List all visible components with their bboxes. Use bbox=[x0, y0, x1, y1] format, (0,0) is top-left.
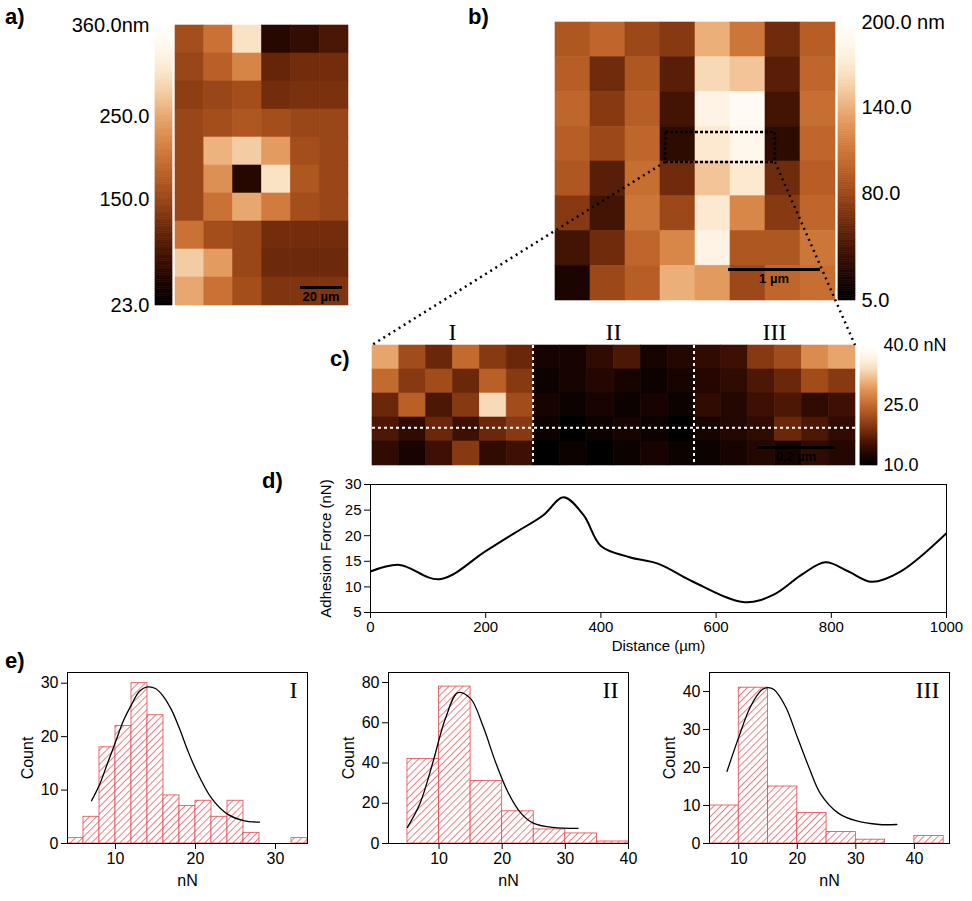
svg-text:20: 20 bbox=[41, 728, 59, 745]
svg-text:25.0: 25.0 bbox=[884, 395, 919, 415]
svg-text:5.0: 5.0 bbox=[862, 289, 890, 311]
svg-text:23.0: 23.0 bbox=[111, 294, 150, 316]
svg-text:200.0 nm: 200.0 nm bbox=[862, 11, 945, 33]
svg-text:10: 10 bbox=[683, 797, 701, 814]
svg-text:30: 30 bbox=[41, 674, 59, 691]
html-text:c): c) bbox=[330, 346, 350, 371]
html-text:20 µm: 20 µm bbox=[302, 289, 340, 304]
svg-text:1000: 1000 bbox=[930, 618, 963, 635]
svg-text:20: 20 bbox=[683, 759, 701, 776]
svg-text:30: 30 bbox=[345, 475, 362, 492]
svg-text:10.0: 10.0 bbox=[884, 455, 919, 475]
svg-text:nN: nN bbox=[498, 872, 518, 889]
svg-text:20: 20 bbox=[345, 527, 362, 544]
svg-text:Count: Count bbox=[19, 736, 36, 779]
svg-text:30: 30 bbox=[556, 850, 574, 867]
svg-text:10: 10 bbox=[107, 850, 125, 867]
svg-text:40: 40 bbox=[620, 850, 638, 867]
svg-text:0: 0 bbox=[50, 835, 59, 852]
svg-text:140.0: 140.0 bbox=[862, 96, 912, 118]
svg-text:360.0nm: 360.0nm bbox=[72, 14, 150, 36]
svg-text:10: 10 bbox=[730, 850, 748, 867]
html-text:III: III bbox=[762, 319, 787, 345]
svg-text:10: 10 bbox=[41, 781, 59, 798]
svg-text:III: III bbox=[916, 677, 940, 703]
svg-text:I: I bbox=[290, 677, 298, 703]
html-text:a): a) bbox=[5, 4, 25, 29]
svg-text:20: 20 bbox=[362, 794, 380, 811]
svg-text:40.0 nN: 40.0 nN bbox=[884, 335, 947, 355]
svg-text:20: 20 bbox=[788, 850, 806, 867]
svg-text:30: 30 bbox=[683, 721, 701, 738]
svg-text:30: 30 bbox=[847, 850, 865, 867]
svg-text:20: 20 bbox=[187, 850, 205, 867]
svg-text:II: II bbox=[603, 677, 619, 703]
svg-text:800: 800 bbox=[819, 618, 844, 635]
svg-text:Count: Count bbox=[661, 736, 678, 779]
svg-text:0: 0 bbox=[366, 618, 374, 635]
svg-text:10: 10 bbox=[430, 850, 448, 867]
svg-text:200: 200 bbox=[473, 618, 498, 635]
svg-text:30: 30 bbox=[267, 850, 285, 867]
svg-text:10: 10 bbox=[345, 578, 362, 595]
html-text:0.2 µm: 0.2 µm bbox=[775, 449, 817, 464]
html-text:b): b) bbox=[468, 4, 489, 29]
svg-text:15: 15 bbox=[345, 552, 362, 569]
svg-text:0: 0 bbox=[371, 835, 380, 852]
svg-text:40: 40 bbox=[683, 683, 701, 700]
svg-text:Adhesion Force (nN): Adhesion Force (nN) bbox=[317, 479, 334, 617]
svg-text:Distance (µm): Distance (µm) bbox=[612, 637, 706, 654]
svg-text:40: 40 bbox=[362, 754, 380, 771]
svg-text:400: 400 bbox=[588, 618, 613, 635]
svg-text:nN: nN bbox=[819, 872, 839, 889]
svg-text:60: 60 bbox=[362, 714, 380, 731]
html-text:II: II bbox=[605, 319, 622, 345]
svg-text:20: 20 bbox=[493, 850, 511, 867]
svg-text:600: 600 bbox=[704, 618, 729, 635]
svg-text:25: 25 bbox=[345, 501, 362, 518]
html-text:e): e) bbox=[5, 648, 25, 673]
svg-text:40: 40 bbox=[905, 850, 923, 867]
svg-text:0: 0 bbox=[692, 835, 701, 852]
html-text:d): d) bbox=[262, 468, 283, 493]
svg-text:150.0: 150.0 bbox=[99, 188, 149, 210]
svg-text:80: 80 bbox=[362, 674, 380, 691]
svg-text:250.0: 250.0 bbox=[99, 105, 149, 127]
html-text:1 µm: 1 µm bbox=[759, 271, 789, 286]
html-text:I: I bbox=[448, 319, 457, 345]
svg-text:Count: Count bbox=[340, 736, 357, 779]
svg-text:nN: nN bbox=[177, 872, 197, 889]
svg-text:80.0: 80.0 bbox=[862, 182, 901, 204]
svg-text:5: 5 bbox=[353, 603, 361, 620]
